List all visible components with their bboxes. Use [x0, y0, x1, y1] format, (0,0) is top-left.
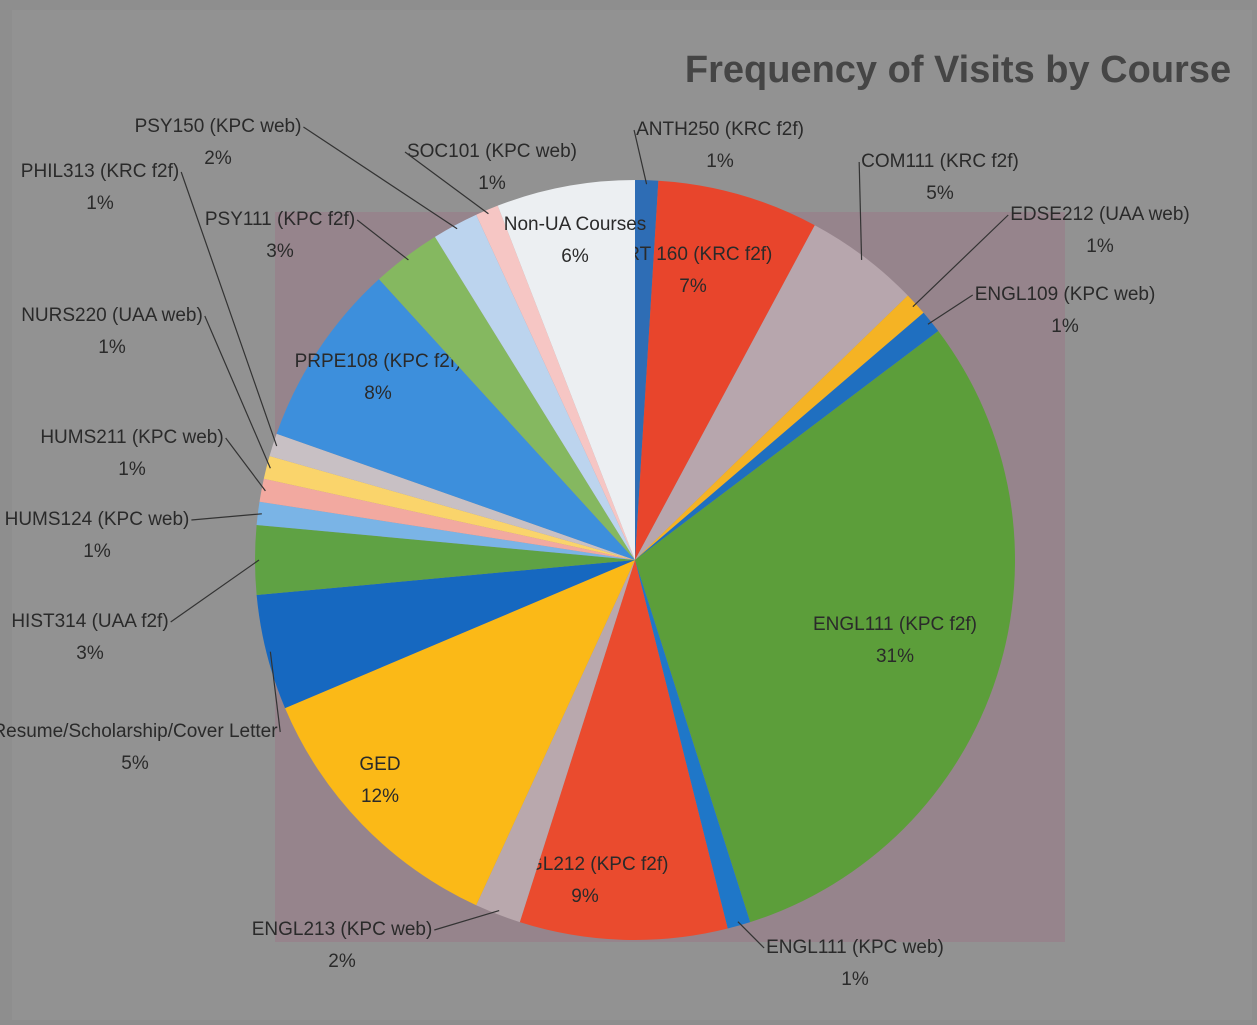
slice-value-label: 1% — [1051, 316, 1079, 337]
leader-line — [912, 214, 1009, 308]
pie-slice — [255, 524, 635, 596]
slice-label: SOC101 (KPC web) — [407, 141, 577, 162]
pie-slice — [635, 180, 815, 560]
pie-slice — [635, 312, 939, 560]
slice-label: ENGL212 (KPC f2f) — [502, 854, 669, 875]
slice-value-label: 8% — [364, 383, 392, 404]
pie-slice — [276, 279, 635, 560]
slice-value-label: 1% — [86, 193, 114, 214]
slice-value-label: 2% — [328, 951, 356, 972]
slice-label: ENGL111 (KPC f2f) — [813, 614, 977, 635]
slice-label: HUMS124 (KPC web) — [5, 509, 190, 530]
leader-line — [404, 151, 489, 215]
pie-slice — [263, 456, 635, 560]
slice-label: ENGL111 (KPC web) — [766, 937, 944, 958]
pie-slice — [434, 214, 635, 560]
pie-slice — [259, 478, 635, 560]
pie-slice — [635, 295, 924, 560]
slice-value-label: 1% — [706, 151, 734, 172]
slice-label: PSY150 (KPC web) — [135, 116, 302, 137]
pie-slice — [635, 225, 908, 560]
slice-label: ANTH250 (KRC f2f) — [636, 119, 804, 140]
pie-slice — [476, 205, 635, 560]
slice-value-label: 1% — [841, 969, 869, 990]
slice-label: GED — [359, 754, 400, 775]
leader-line — [434, 910, 500, 931]
pie-slice — [285, 560, 635, 906]
slice-label: COM111 (KRC f2f) — [861, 151, 1019, 172]
leader-line — [191, 513, 262, 521]
leader-line — [180, 171, 278, 447]
slice-value-label: 1% — [478, 173, 506, 194]
pie-slice — [635, 330, 1016, 923]
slice-value-label: 3% — [76, 643, 104, 664]
chart-title: Frequency of Visits by Course — [685, 49, 1231, 91]
slice-label: HUMS211 (KPC web) — [40, 427, 223, 448]
slice-value-label: 2% — [204, 148, 232, 169]
slice-label: EDSE212 (UAA web) — [1010, 204, 1190, 225]
slice-value-label: 9% — [571, 886, 599, 907]
slice-label: Resume/Scholarship/Cover Letter — [0, 721, 278, 742]
leader-line — [633, 129, 648, 185]
slice-label: PSY111 (KPC f2f) — [205, 209, 355, 230]
leader-line — [269, 651, 281, 733]
slice-value-label: 31% — [876, 646, 914, 667]
slice-value-label: 1% — [118, 459, 146, 480]
pie-slice — [519, 560, 728, 940]
pie-slice — [256, 560, 635, 709]
leader-line — [303, 126, 458, 230]
slice-label: NURS220 (UAA web) — [21, 305, 203, 326]
slice-value-label: 3% — [266, 241, 294, 262]
leader-line — [204, 315, 271, 469]
slice-label: ENGL213 (KPC web) — [252, 919, 433, 940]
pie-slice — [635, 560, 751, 929]
slice-value-label: 5% — [121, 753, 149, 774]
leader-line — [927, 294, 974, 325]
leader-line — [737, 921, 765, 949]
pie-slice — [378, 236, 635, 561]
slice-value-label: 1% — [98, 337, 126, 358]
slice-value-label: 1% — [1086, 236, 1114, 257]
leader-line — [858, 161, 863, 260]
leader-line — [356, 219, 409, 261]
slice-label: ENGL109 (KPC web) — [975, 284, 1156, 305]
slice-value-label: 1% — [83, 541, 111, 562]
pie-slice — [256, 501, 635, 560]
slice-label: PHIL313 (KRC f2f) — [21, 161, 179, 182]
slice-label: PRPE108 (KPC f2f) — [295, 351, 462, 372]
slice-value-label: 6% — [561, 246, 589, 267]
slice-label: ART 160 (KRC f2f) — [614, 244, 773, 265]
leader-line — [170, 559, 260, 623]
pie-slice — [476, 560, 635, 923]
leader-line — [225, 437, 266, 492]
pie-slice — [497, 180, 635, 560]
slice-value-label: 7% — [679, 276, 707, 297]
slice-label: HIST314 (UAA f2f) — [11, 611, 168, 632]
slice-value-label: 5% — [926, 183, 954, 204]
pie-slice — [269, 433, 635, 560]
slice-label: Non-UA Courses — [504, 214, 647, 235]
slice-value-label: 12% — [361, 786, 399, 807]
pie-slice — [635, 180, 659, 560]
